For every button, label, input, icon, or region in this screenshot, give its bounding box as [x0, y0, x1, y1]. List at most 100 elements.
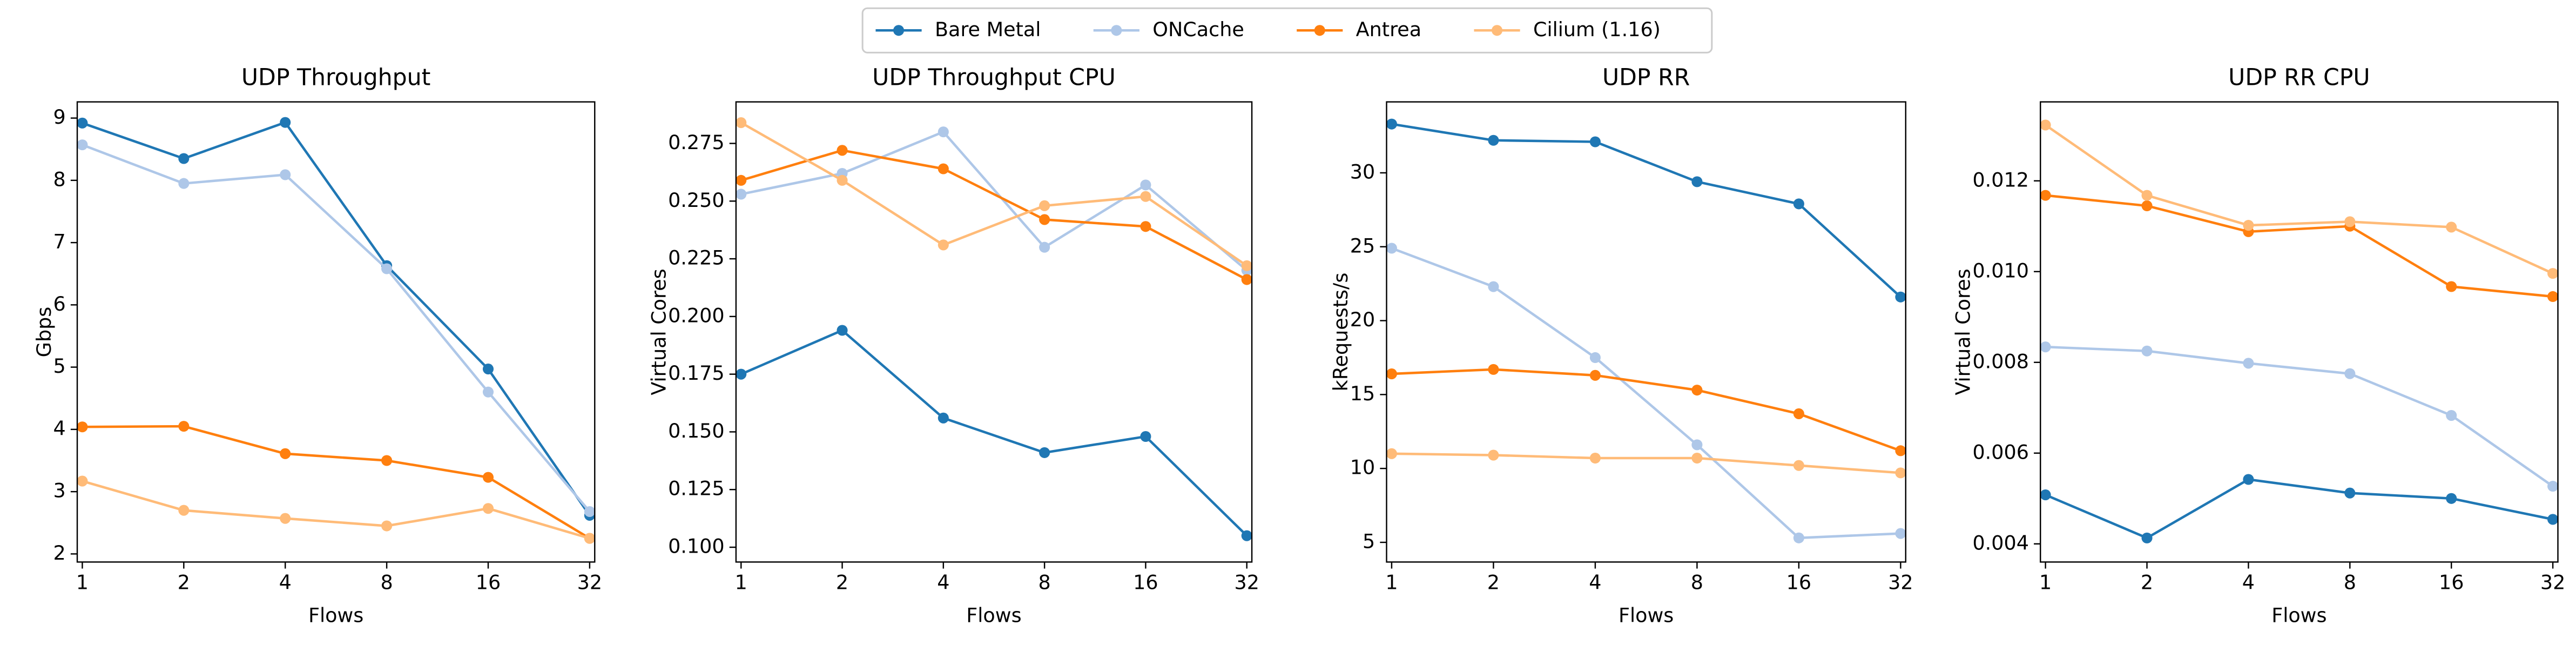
data-point	[1691, 385, 1703, 396]
y-tick-label: 0.008	[1972, 350, 2028, 373]
axes-frame	[76, 101, 596, 563]
data-point	[482, 472, 494, 483]
data-point	[1488, 364, 1499, 375]
data-point	[1241, 274, 1252, 285]
x-axis-label: Flows	[308, 603, 363, 627]
data-point	[1386, 448, 1397, 459]
data-point	[2243, 220, 2254, 231]
x-tick-label: 32	[1888, 570, 1913, 594]
y-tick-label: 3	[53, 479, 65, 502]
data-point	[1895, 445, 1906, 456]
legend-marker	[893, 25, 905, 36]
y-tick-label: 25	[1350, 234, 1375, 257]
y-tick-label: 10	[1350, 456, 1375, 479]
data-point	[1039, 447, 1050, 458]
data-point	[1241, 530, 1252, 541]
data-point	[381, 520, 393, 532]
data-point	[2040, 489, 2051, 501]
x-tick-label: 8	[1691, 570, 1703, 594]
legend-label: Bare Metal	[935, 18, 1041, 41]
data-line	[740, 328, 1248, 537]
data-point	[2040, 119, 2051, 131]
data-point	[482, 364, 494, 375]
data-line	[2045, 124, 2554, 275]
y-tick-label: 0.006	[1972, 440, 2028, 463]
x-axis-label: Flows	[2271, 603, 2327, 627]
chart-title: UDP Throughput	[241, 64, 430, 91]
y-axis-label: Virtual Cores	[647, 268, 670, 395]
data-point	[77, 421, 88, 433]
y-tick-label: 0.125	[668, 477, 725, 500]
x-tick-label: 4	[1589, 570, 1601, 594]
y-tick-label: 0.250	[668, 189, 725, 212]
data-point	[584, 506, 595, 518]
x-axis-label: Flows	[1619, 603, 1674, 627]
data-point	[482, 503, 494, 514]
data-point	[736, 368, 747, 380]
data-line	[1391, 247, 1901, 540]
data-point	[482, 386, 494, 398]
data-point	[178, 421, 190, 432]
data-line	[740, 122, 1248, 267]
data-point	[1039, 214, 1050, 225]
data-point	[2344, 368, 2356, 379]
x-tick-label: 2	[2141, 570, 2153, 594]
data-point	[736, 189, 747, 200]
data-line	[1391, 452, 1901, 474]
data-line	[740, 130, 1248, 272]
legend-marker	[1492, 25, 1503, 36]
x-tick-label: 16	[1133, 570, 1158, 594]
y-tick-label: 2	[53, 541, 65, 565]
data-point	[1895, 528, 1906, 539]
y-tick-label: 0.004	[1972, 531, 2028, 554]
data-point	[280, 169, 291, 180]
y-tick-label: 0.012	[1972, 168, 2028, 191]
data-point	[1895, 467, 1906, 479]
data-point	[1140, 179, 1151, 191]
data-point	[1895, 291, 1906, 303]
data-line	[2045, 478, 2553, 540]
data-point	[2141, 190, 2153, 201]
y-tick-label: 6	[53, 292, 65, 315]
data-point	[1691, 439, 1703, 451]
legend-marker	[1314, 25, 1325, 36]
legend-label: ONCache	[1152, 18, 1244, 41]
x-tick-label: 1	[1385, 570, 1398, 594]
y-tick-label: 0.225	[668, 246, 725, 270]
y-tick-label: 20	[1350, 308, 1375, 331]
legend-label: Cilium (1.16)	[1533, 18, 1661, 41]
y-tick-label: 0.150	[668, 419, 725, 442]
data-line	[1391, 123, 1901, 298]
data-point	[280, 117, 291, 128]
data-line	[82, 425, 591, 540]
data-point	[2547, 481, 2559, 492]
data-point	[178, 178, 190, 189]
x-tick-label: 2	[178, 570, 190, 594]
data-point	[837, 145, 848, 156]
data-point	[938, 126, 949, 138]
x-tick-label: 32	[2540, 570, 2565, 594]
data-point	[837, 174, 848, 186]
data-point	[837, 325, 848, 336]
legend-marker	[1111, 25, 1122, 36]
data-point	[2446, 281, 2457, 292]
x-tick-label: 16	[1786, 570, 1811, 594]
y-tick-label: 5	[53, 354, 65, 378]
data-point	[736, 174, 747, 186]
data-point	[1488, 135, 1499, 146]
data-point	[2040, 341, 2051, 353]
data-point	[381, 455, 393, 466]
data-point	[1386, 118, 1397, 130]
data-point	[2547, 268, 2559, 279]
data-point	[1589, 352, 1601, 364]
y-tick-label: 4	[53, 416, 65, 440]
data-point	[1488, 281, 1499, 292]
data-point	[2040, 190, 2051, 201]
x-tick-label: 4	[937, 570, 949, 594]
data-point	[1386, 243, 1397, 254]
data-line	[2045, 194, 2553, 298]
y-tick-label: 7	[53, 230, 65, 253]
data-point	[2141, 532, 2153, 543]
